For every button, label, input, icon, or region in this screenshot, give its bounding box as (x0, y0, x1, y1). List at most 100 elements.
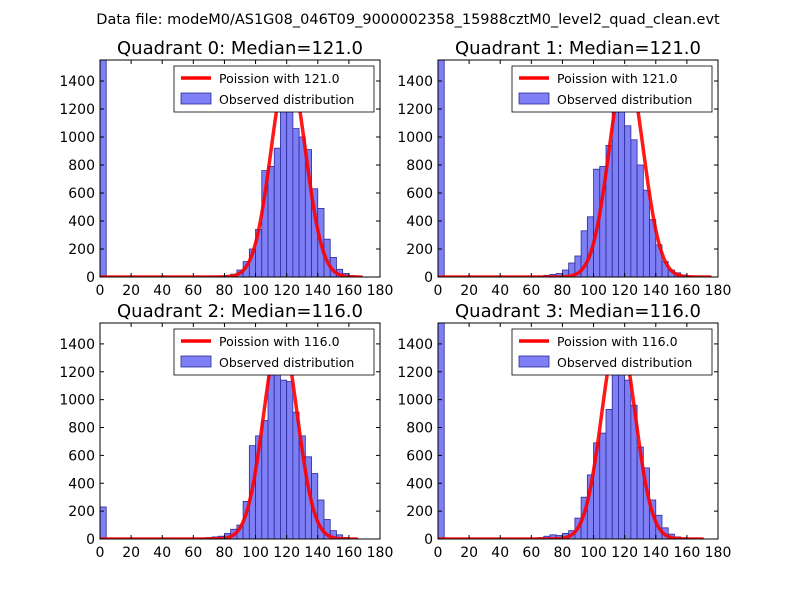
histogram-bar (438, 60, 445, 277)
plot-area (100, 60, 364, 277)
x-tick-label: 80 (216, 283, 234, 299)
y-tick-label: 400 (406, 476, 433, 492)
histogram-bar (100, 506, 107, 539)
x-tick-label: 0 (434, 545, 443, 561)
y-tick-label: 0 (424, 532, 433, 548)
y-tick-label: 0 (424, 270, 433, 286)
axes-frame (437, 322, 719, 540)
y-tick-label: 1000 (59, 130, 95, 146)
y-tick-label: 1200 (397, 365, 433, 381)
x-tick-label: 180 (367, 545, 394, 561)
x-tick-label: 140 (642, 283, 669, 299)
histogram-bar (273, 147, 281, 277)
histogram-bar (642, 189, 650, 277)
x-tick-label: 40 (153, 545, 171, 561)
histogram-bar (605, 408, 613, 539)
x-tick-label: 140 (304, 545, 331, 561)
legend-label-observed: Observed distribution (219, 92, 354, 107)
y-tick-label: 600 (68, 186, 95, 202)
y-tick-label: 0 (86, 270, 95, 286)
panel-title: Quadrant 0: Median=121.0 (117, 38, 363, 59)
x-tick-label: 60 (184, 545, 202, 561)
x-tick-label: 60 (184, 283, 202, 299)
x-tick-label: 120 (273, 545, 300, 561)
plot-area (438, 323, 705, 539)
x-tick-label: 20 (460, 283, 478, 299)
x-tick-label: 0 (96, 283, 105, 299)
y-tick-label: 1200 (59, 365, 95, 381)
y-tick-label: 800 (68, 158, 95, 174)
legend-label-poisson: Poission with 116.0 (557, 334, 678, 349)
histogram-bar (611, 357, 619, 539)
legend: Poission with 116.0 Observed distribution (173, 328, 375, 376)
y-tick-label: 400 (68, 476, 95, 492)
y-tick-label: 1400 (397, 337, 433, 353)
y-tick-label: 200 (68, 242, 95, 258)
histogram-bar (280, 379, 288, 539)
y-tick-label: 800 (406, 421, 433, 437)
panel-title: Quadrant 2: Median=116.0 (117, 301, 363, 322)
axes-frame (437, 59, 719, 278)
x-tick-label: 40 (491, 283, 509, 299)
y-tick-label: 200 (406, 504, 433, 520)
y-tick-label: 1000 (397, 130, 433, 146)
x-tick-label: 180 (367, 283, 394, 299)
panel-title: Quadrant 3: Median=116.0 (455, 301, 701, 322)
y-tick-label: 400 (68, 214, 95, 230)
x-tick-label: 60 (522, 545, 540, 561)
histogram-bar (298, 136, 306, 277)
axes-frame (99, 322, 381, 540)
histogram-bar (599, 432, 607, 539)
x-tick-label: 160 (336, 545, 363, 561)
histogram-bar (267, 165, 275, 277)
histogram-bar (624, 125, 632, 277)
y-tick-label: 1200 (397, 102, 433, 118)
x-tick-label: 60 (522, 283, 540, 299)
histogram-bar (624, 379, 632, 539)
x-tick-label: 80 (216, 545, 234, 561)
x-tick-label: 160 (674, 545, 701, 561)
legend-label-poisson: Poission with 121.0 (219, 71, 340, 86)
legend-label-observed: Observed distribution (557, 355, 692, 370)
poisson-curve (438, 331, 705, 539)
histogram-bar (261, 420, 269, 539)
histogram-bar (100, 60, 107, 277)
y-tick-label: 600 (68, 448, 95, 464)
x-tick-label: 180 (705, 283, 732, 299)
y-tick-label: 1400 (397, 74, 433, 90)
panel-0: 0 20 40 60 80 100 120 140 160 180 0 200 400 600 800 100… (59, 38, 393, 299)
x-tick-label: 120 (273, 283, 300, 299)
poisson-curve (100, 331, 359, 539)
panel-2: 0 20 40 60 80 100 120 140 160 180 0 200 400 600 800 100… (59, 301, 393, 561)
legend-label-observed: Observed distribution (557, 92, 692, 107)
x-tick-label: 180 (705, 545, 732, 561)
x-tick-label: 160 (336, 283, 363, 299)
y-tick-label: 1000 (397, 393, 433, 409)
y-tick-label: 200 (68, 504, 95, 520)
y-tick-label: 800 (68, 421, 95, 437)
x-tick-label: 0 (434, 283, 443, 299)
legend-bar-swatch (518, 92, 550, 105)
x-tick-label: 20 (460, 545, 478, 561)
legend-label-poisson: Poission with 116.0 (219, 334, 340, 349)
x-tick-label: 120 (611, 283, 638, 299)
x-tick-label: 140 (304, 283, 331, 299)
legend-bar-swatch (518, 355, 550, 368)
y-tick-label: 600 (406, 448, 433, 464)
x-tick-label: 40 (153, 283, 171, 299)
x-tick-label: 100 (580, 283, 607, 299)
legend-bar-swatch (180, 355, 212, 368)
axes-frame (99, 59, 381, 278)
y-tick-label: 800 (406, 158, 433, 174)
histogram-bar (292, 128, 300, 277)
y-tick-label: 400 (406, 214, 433, 230)
x-tick-label: 80 (554, 283, 572, 299)
x-tick-label: 20 (122, 283, 140, 299)
x-tick-label: 140 (642, 545, 669, 561)
legend: Poission with 121.0 Observed distribution (511, 65, 713, 113)
x-tick-label: 120 (611, 545, 638, 561)
histogram-bar (286, 381, 294, 539)
y-tick-label: 1400 (59, 337, 95, 353)
y-tick-label: 0 (86, 532, 95, 548)
histogram-bar (280, 96, 288, 277)
